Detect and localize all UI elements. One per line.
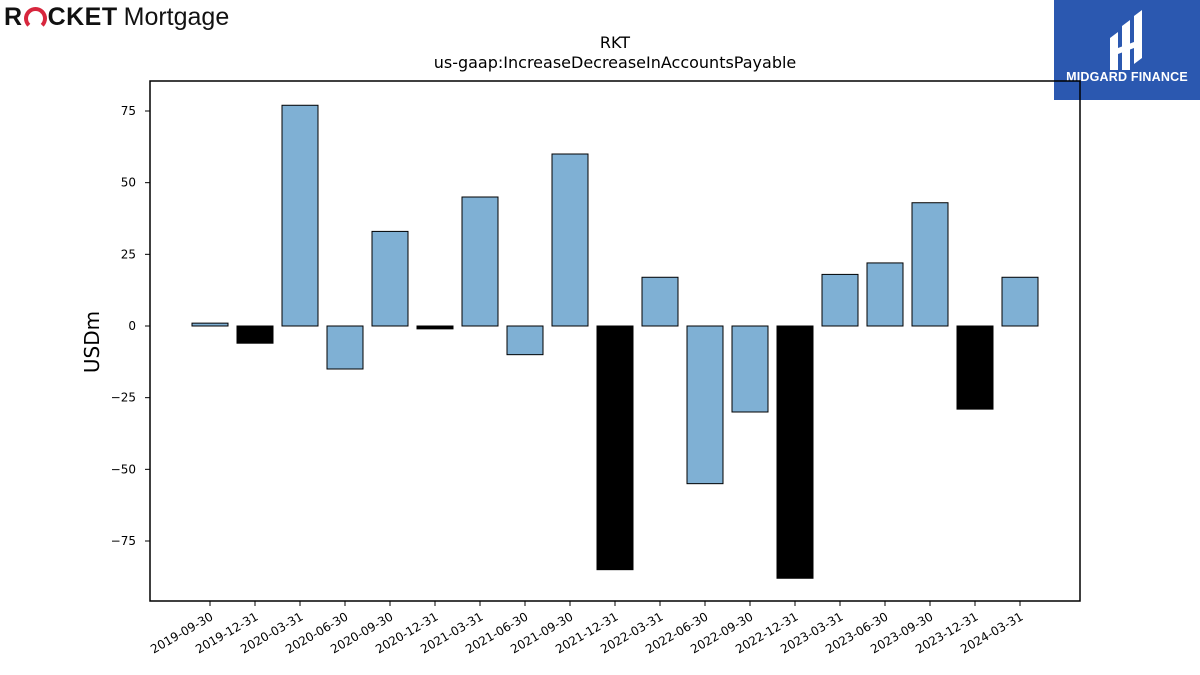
bar-2020-03-31	[281, 104, 319, 327]
midgard-finance-logo: MIDGARD FINANCE	[1054, 0, 1200, 100]
y-axis: −75 −50 −25 0 25 50 75	[111, 104, 150, 548]
bar-2021-03-31	[461, 196, 499, 327]
bar-2020-09-30	[371, 230, 409, 327]
logo-rocket-rest: CKET	[47, 2, 118, 31]
x-axis: 2019-09-302019-12-312020-03-312020-06-30…	[148, 601, 1026, 656]
bar-2022-03-31	[641, 276, 679, 327]
y-tick-label: −75	[111, 534, 136, 548]
bar-2023-06-30	[866, 262, 904, 327]
midgard-name: MIDGARD FINANCE	[1066, 70, 1188, 84]
y-tick-label: −25	[111, 391, 136, 405]
bar-2020-06-30	[326, 325, 364, 370]
y-tick-label: 25	[121, 247, 136, 261]
y-tick-label: 50	[121, 176, 136, 190]
bar-2023-12-31	[956, 325, 994, 410]
bar-2023-09-30	[911, 202, 949, 327]
bar-2022-06-30	[686, 325, 724, 485]
bar-2019-12-31	[236, 325, 274, 344]
bar-2020-12-31	[416, 325, 454, 330]
bar-2019-09-30	[191, 322, 229, 327]
midgard-mark-icon	[1110, 10, 1142, 70]
bar-2022-12-31	[776, 325, 814, 579]
bar-2021-06-30	[506, 325, 544, 356]
y-tick-label: −50	[111, 462, 136, 476]
bars-layer	[191, 104, 1039, 579]
y-tick-label: 0	[128, 319, 136, 333]
chart-subtitle: us-gaap:IncreaseDecreaseInAccountsPayabl…	[434, 53, 797, 72]
y-tick-label: 75	[121, 104, 136, 118]
plot-frame	[149, 80, 1081, 602]
rocket-mortgage-logo: R CKET Mortgage	[4, 2, 229, 32]
bar-2021-09-30	[551, 153, 589, 327]
logo-rocket-r: R	[4, 2, 23, 31]
bar-2024-03-31	[1001, 276, 1039, 327]
bar-2022-09-30	[731, 325, 769, 413]
chart-title: RKT	[600, 33, 630, 52]
y-axis-label: USDm	[80, 311, 104, 373]
logo-mortgage: Mortgage	[123, 2, 230, 31]
bar-2021-12-31	[596, 325, 634, 571]
bar-2023-03-31	[821, 273, 859, 327]
logo-rocket-o-icon	[23, 6, 47, 30]
